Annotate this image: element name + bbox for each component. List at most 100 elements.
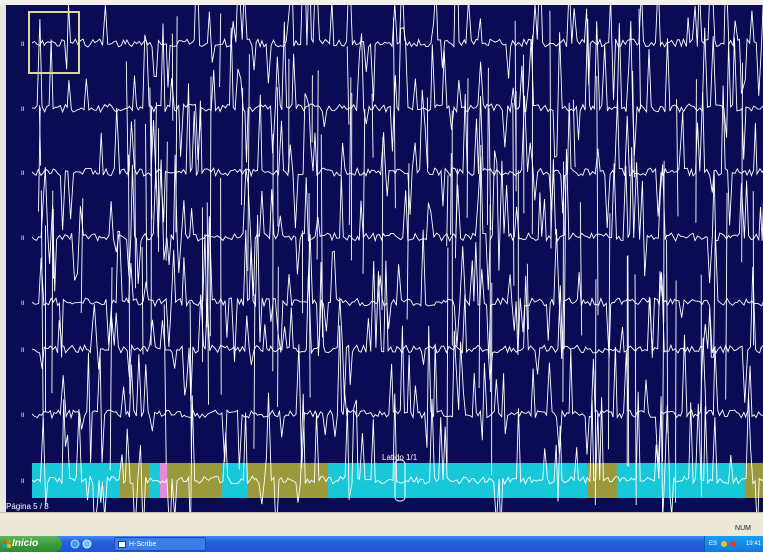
artifact-spike bbox=[676, 99, 679, 217]
artifact-spike bbox=[362, 108, 366, 274]
window-left-edge bbox=[0, 5, 6, 512]
artifact-spike bbox=[371, 93, 374, 158]
artifact-spike bbox=[478, 144, 482, 389]
artifact-spike bbox=[241, 87, 244, 206]
lead-label: II bbox=[21, 171, 25, 177]
status-bar: NUM bbox=[0, 512, 763, 537]
ecg-trace bbox=[31, 18, 763, 163]
artifact-spike bbox=[392, 17, 396, 209]
explorer-icon bbox=[82, 539, 92, 549]
artifact-spike bbox=[38, 107, 41, 212]
artifact-spike bbox=[189, 301, 192, 459]
trace-group bbox=[31, 5, 763, 512]
artifact-spike bbox=[632, 70, 635, 178]
beat-marker[interactable] bbox=[394, 459, 406, 502]
ecg-trace bbox=[31, 214, 763, 362]
strip-segment bbox=[159, 463, 168, 498]
artifact-spike bbox=[563, 184, 567, 349]
artifact-spike bbox=[109, 267, 113, 471]
artifact-spike bbox=[406, 163, 410, 320]
lead-label: II bbox=[21, 42, 25, 48]
artifact-spike bbox=[381, 136, 384, 310]
artifact-spike bbox=[247, 54, 250, 272]
ecg-trace bbox=[31, 260, 763, 403]
artifact-spike bbox=[675, 280, 677, 503]
artifact-spike bbox=[488, 108, 492, 231]
artifact-spike bbox=[512, 102, 515, 286]
ecg-viewer[interactable]: II II II II II II II II Página 5 / 8 Latido 1/1 bbox=[6, 5, 763, 512]
artifact-spike bbox=[638, 8, 641, 110]
language-indicator[interactable]: ES bbox=[709, 541, 718, 547]
ie-icon bbox=[70, 539, 80, 549]
artifact-spike bbox=[572, 99, 576, 168]
lead-label: II bbox=[21, 348, 25, 354]
artifact-spike bbox=[125, 61, 129, 177]
windows-flag-icon bbox=[3, 540, 11, 548]
taskbar: Inicio H-Scribe ES 19:41 bbox=[0, 536, 763, 552]
beat-indicator: Latido 1/1 bbox=[382, 453, 418, 462]
clock: 19:41 bbox=[745, 541, 761, 547]
artifact-spike bbox=[320, 134, 323, 338]
window-icon bbox=[118, 541, 126, 548]
artifact-spike bbox=[277, 266, 279, 408]
lead-label: II bbox=[21, 236, 25, 242]
lead-label: II bbox=[21, 413, 25, 419]
artifact-spike bbox=[450, 152, 452, 235]
artifact-spike bbox=[526, 263, 529, 330]
artifact-spike bbox=[562, 161, 565, 403]
artifact-spike bbox=[165, 141, 168, 261]
artifact-spike bbox=[134, 119, 136, 289]
artifact-spike bbox=[549, 10, 552, 249]
artifact-spike bbox=[253, 294, 256, 449]
artifact-spike bbox=[741, 62, 743, 263]
system-tray: ES 19:41 bbox=[704, 536, 763, 552]
ecg-traces: II II II II II II II II bbox=[21, 5, 763, 512]
selection-box[interactable] bbox=[28, 11, 80, 74]
start-label: Inicio bbox=[12, 538, 39, 549]
artifact-spike bbox=[446, 175, 449, 247]
artifact-spike bbox=[128, 154, 131, 395]
ecg-trace bbox=[31, 83, 763, 231]
artifact-spike bbox=[51, 190, 54, 394]
artifact-spike bbox=[154, 102, 157, 190]
artifact-spike bbox=[316, 70, 319, 260]
artifact-spike bbox=[695, 79, 697, 223]
taskbar-app-label: H-Scribe bbox=[129, 541, 157, 548]
artifact-spike bbox=[454, 168, 458, 259]
artifact-spike bbox=[666, 239, 669, 433]
artifact-spike bbox=[141, 247, 144, 355]
artifact-spike bbox=[446, 247, 449, 465]
tray-icon[interactable] bbox=[730, 541, 736, 547]
artifact-spike bbox=[80, 198, 84, 313]
artifact-spike bbox=[171, 33, 174, 121]
strip-segment bbox=[744, 463, 763, 498]
artifact-spike bbox=[607, 213, 611, 450]
artifact-spike bbox=[206, 202, 209, 405]
lead-label: II bbox=[21, 479, 25, 485]
artifact-spike bbox=[276, 87, 279, 227]
start-button[interactable]: Inicio bbox=[0, 536, 62, 552]
page-indicator: Página 5 / 8 bbox=[6, 502, 49, 511]
window-top-edge bbox=[0, 0, 763, 5]
artifact-spike bbox=[175, 16, 178, 233]
quick-launch bbox=[70, 539, 92, 549]
strip-segment bbox=[247, 463, 329, 498]
ecg-trace bbox=[31, 325, 763, 470]
artifact-spike bbox=[219, 13, 222, 88]
num-lock-indicator: NUM bbox=[735, 525, 751, 532]
tray-icon[interactable] bbox=[721, 541, 727, 547]
artifact-spike bbox=[308, 192, 311, 398]
artifact-spike bbox=[594, 279, 597, 506]
artifact-spike bbox=[596, 75, 599, 316]
taskbar-app-button[interactable]: H-Scribe bbox=[114, 537, 206, 551]
artifact-spike bbox=[579, 202, 583, 336]
artifact-spike bbox=[627, 255, 630, 467]
artifact-spike bbox=[163, 304, 167, 465]
artifact-spike bbox=[145, 123, 148, 292]
strip-segment bbox=[328, 463, 589, 498]
artifact-spike bbox=[348, 77, 352, 225]
lead-label: II bbox=[21, 107, 25, 113]
artifact-spike bbox=[346, 46, 350, 125]
artifact-spike bbox=[466, 78, 469, 218]
artifact-spike bbox=[486, 67, 489, 225]
